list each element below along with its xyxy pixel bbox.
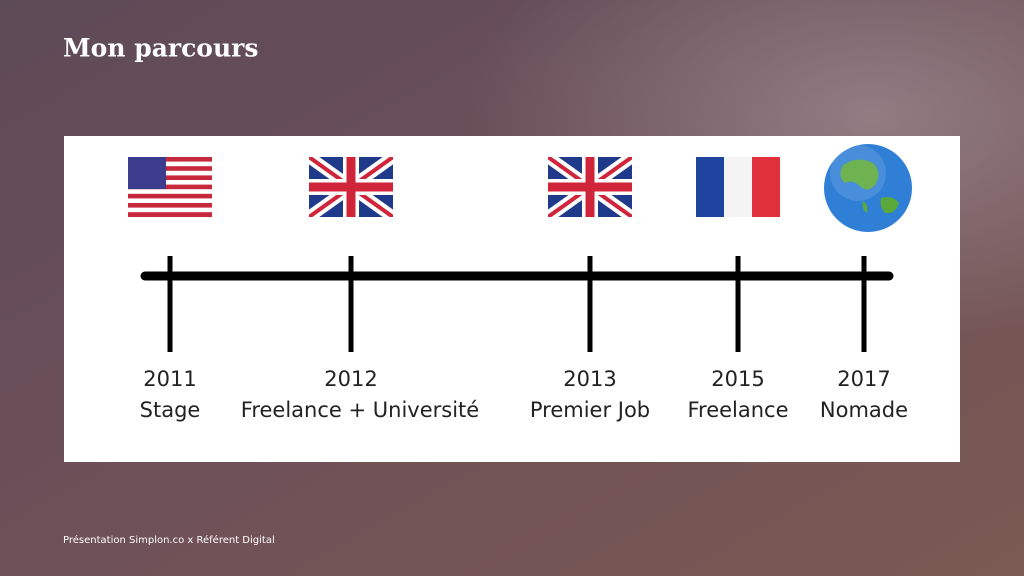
event-label: Freelance	[687, 398, 788, 422]
footer: Présentation Simplon.co x Référent Digit…	[63, 534, 275, 546]
event-year: 2015	[711, 367, 764, 391]
flag-icon	[824, 144, 912, 232]
flag-icon	[696, 157, 780, 217]
event-label: Stage	[140, 398, 201, 422]
event-label: Freelance + Université	[241, 398, 479, 422]
event-label: Nomade	[820, 398, 908, 422]
event-year: 2011	[143, 367, 196, 391]
flag-icon	[128, 157, 212, 217]
slide-title: Mon parcours	[63, 34, 258, 63]
timeline-panel	[64, 136, 960, 462]
flag-icon	[309, 157, 393, 217]
event-year: 2013	[563, 367, 616, 391]
flag-icon	[548, 157, 632, 217]
event-year: 2017	[837, 367, 890, 391]
event-year: 2012	[324, 367, 377, 391]
event-label: Premier Job	[530, 398, 650, 422]
